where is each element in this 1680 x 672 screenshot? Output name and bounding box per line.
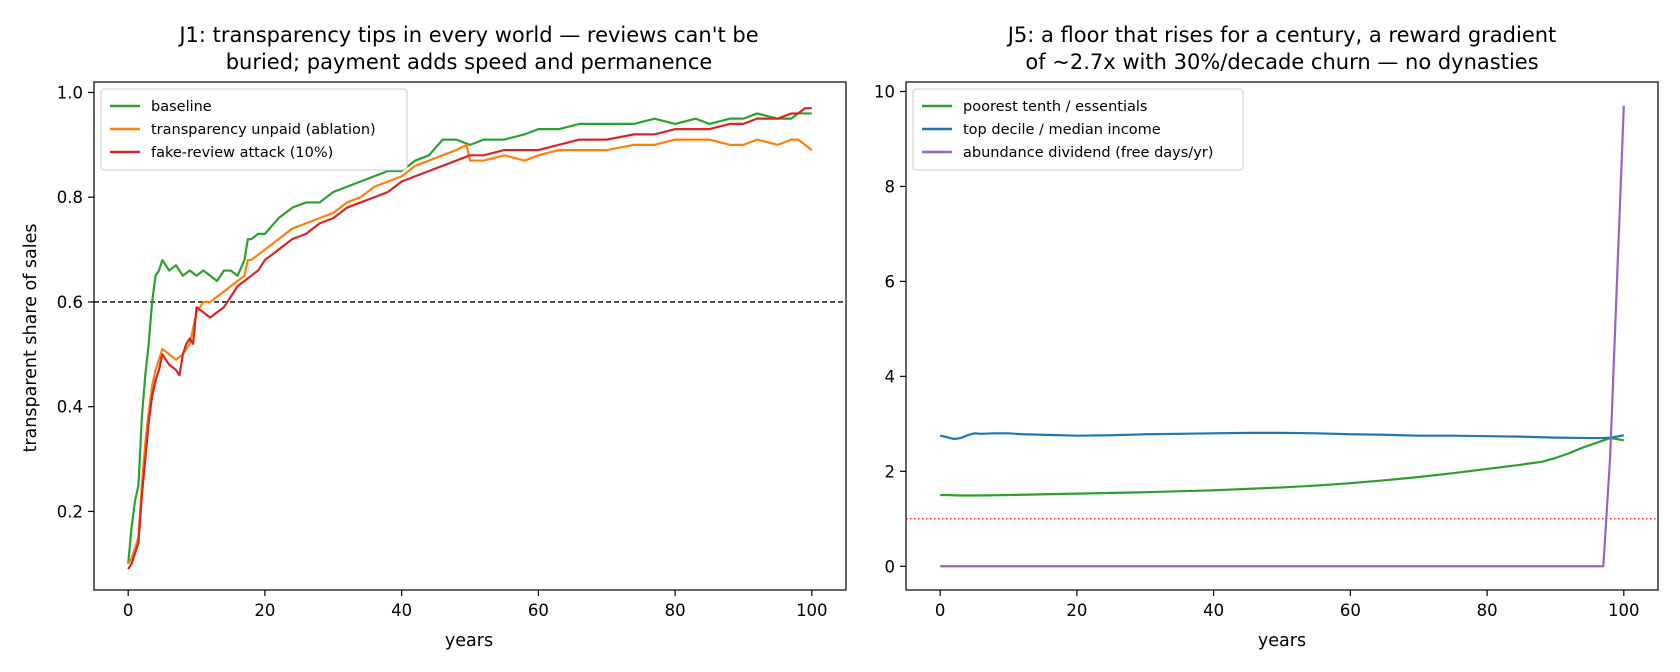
- panel-j1-y-axis-label: transparent share of sales: [21, 223, 41, 452]
- legend-entry-label: abundance dividend (free days/yr): [963, 145, 1213, 161]
- panel-j5-plot-area: 0 20 40 60 80 100 0 2 4 6 8 10: [874, 81, 1659, 620]
- y-tick-label: 2: [885, 462, 896, 481]
- x-tick-label: 100: [796, 601, 828, 620]
- series-line-1: [940, 436, 1625, 497]
- y-tick-label: 0: [885, 557, 896, 576]
- x-tick-label: 60: [1340, 601, 1361, 620]
- x-tick-label: 80: [665, 601, 686, 620]
- series-line-1: [127, 112, 812, 564]
- series-line-2: [939, 431, 1625, 441]
- x-tick-label: 40: [391, 601, 412, 620]
- panel-j5-legend: poorest tenth / essentials top decile / m…: [912, 88, 1244, 171]
- x-tick-label: 40: [1203, 601, 1224, 620]
- x-tick-label: 100: [1608, 601, 1640, 620]
- series-line-3: [940, 105, 1625, 568]
- panel-j5-title-line-1: J5: a floor that rises for a century, a …: [1006, 23, 1557, 47]
- panel-j1-x-axis-label: years: [445, 631, 493, 651]
- legend-box: [100, 88, 408, 171]
- x-tick-label: 0: [123, 601, 134, 620]
- panel-j5-title-line-2: of ~2.7x with 30%/decade churn — no dyna…: [1025, 50, 1538, 74]
- panel-j1-legend: baseline transparency unpaid (ablation) fa…: [100, 88, 408, 171]
- x-tick-label: 0: [935, 601, 946, 620]
- y-tick-label: 0.8: [57, 188, 83, 207]
- panel-j5-x-axis-label: years: [1258, 631, 1306, 651]
- series-line-2: [127, 138, 813, 565]
- series-line-3: [127, 107, 812, 570]
- legend-entry-label: transparency unpaid (ablation): [151, 122, 376, 138]
- x-tick-label: 20: [254, 601, 275, 620]
- x-tick-label: 80: [1477, 601, 1498, 620]
- y-tick-label: 0.2: [57, 502, 83, 521]
- y-tick-label: 4: [885, 367, 896, 386]
- y-tick-label: 6: [885, 272, 896, 291]
- panel-j1-plot-area: 0 20 40 60 80 100 0.2 0.4 0.6 0.8 1.0: [57, 81, 847, 620]
- x-tick-label: 60: [528, 601, 549, 620]
- panel-j1-title-line-2: buried; payment adds speed and permanenc…: [226, 50, 713, 74]
- legend-box: [912, 88, 1244, 171]
- panel-j5-chart: J5: a floor that rises for a century, a …: [874, 23, 1659, 651]
- x-tick-label: 20: [1066, 601, 1087, 620]
- panel-0-axes-frame: [93, 81, 847, 591]
- panel-j1-title-line-1: J1: transparency tips in every world — r…: [177, 23, 758, 47]
- y-tick-label: 0.4: [57, 398, 83, 417]
- legend-entry-label: baseline: [151, 99, 212, 115]
- legend-entry-label: top decile / median income: [963, 122, 1161, 138]
- legend-entry-label: fake-review attack (10%): [151, 145, 333, 161]
- y-tick-label: 10: [874, 82, 895, 101]
- legend-entry-label: poorest tenth / essentials: [963, 99, 1147, 115]
- y-tick-label: 1.0: [57, 83, 83, 102]
- panel-1-axes-frame: [905, 81, 1659, 591]
- y-tick-label: 8: [885, 177, 896, 196]
- panel-j1-chart: J1: transparency tips in every world — r…: [21, 23, 847, 651]
- y-tick-label: 0.6: [57, 293, 83, 312]
